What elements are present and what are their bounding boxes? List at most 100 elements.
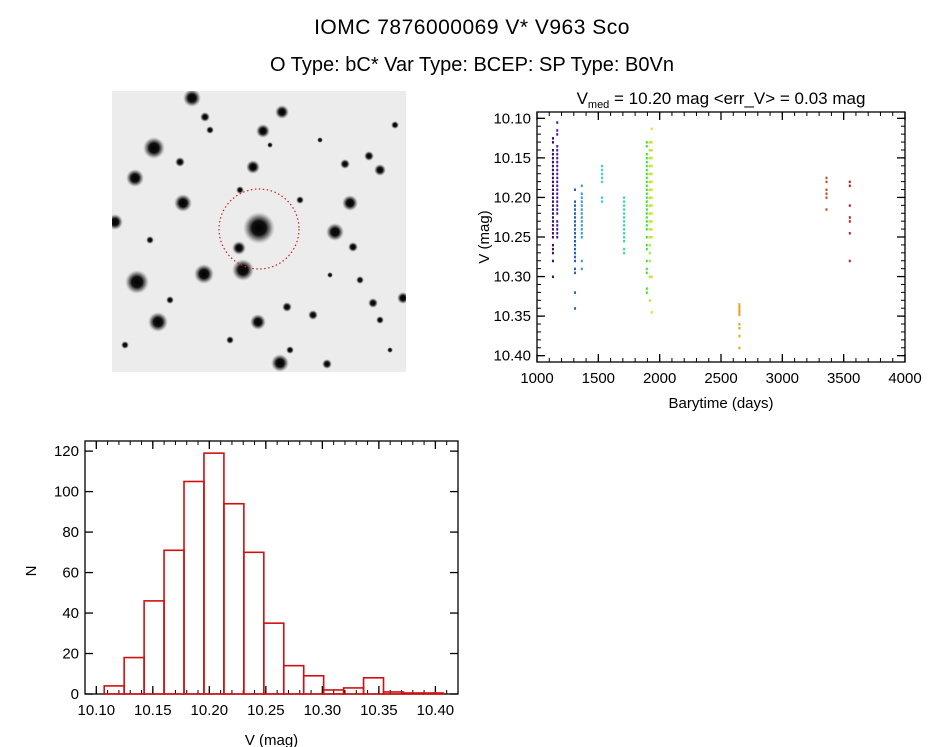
data-point <box>580 196 583 199</box>
data-point <box>556 200 559 203</box>
data-point <box>580 267 583 271</box>
data-point <box>601 196 604 199</box>
data-point <box>551 168 554 172</box>
star <box>326 223 344 241</box>
star <box>397 292 406 304</box>
y-tick-label: 120 <box>54 443 79 460</box>
data-series <box>580 184 583 271</box>
y-tick-label: 20 <box>62 646 79 663</box>
histogram-plot: 10.10 10.15 10.20 10.25 10.30 10.35 10.40 0 20 40… <box>23 440 459 747</box>
data-point <box>648 243 651 247</box>
object-types-subtitle: O Type: bC* Var Type: BCEP: SP Type: B0V… <box>270 54 674 76</box>
data-point <box>645 180 648 184</box>
histogram-bar <box>243 551 265 695</box>
histogram-bar <box>422 692 445 695</box>
data-point <box>551 204 554 207</box>
star <box>364 151 374 161</box>
data-point <box>551 243 554 247</box>
y-tick-label: 100 <box>54 484 79 501</box>
data-point <box>623 236 626 239</box>
star <box>387 347 393 353</box>
data-point <box>601 176 604 180</box>
star <box>317 137 323 143</box>
data-point <box>648 212 651 215</box>
data-point <box>551 275 554 279</box>
data-series <box>556 121 559 239</box>
data-point <box>645 172 648 176</box>
data-point <box>574 228 577 231</box>
x-tick-label: 10.35 <box>360 702 398 719</box>
data-series <box>648 141 651 302</box>
data-point <box>848 216 851 219</box>
data-point <box>848 180 851 184</box>
data-point <box>580 204 583 207</box>
data-point <box>556 184 559 188</box>
data-point <box>574 224 577 227</box>
x-tick-label: 10.40 <box>417 702 455 719</box>
data-point <box>556 145 559 148</box>
x-tick-label: 2500 <box>704 370 737 387</box>
data-point <box>574 236 577 239</box>
data-point <box>551 192 554 195</box>
data-point <box>580 208 583 211</box>
star <box>376 316 384 324</box>
star <box>166 296 174 304</box>
data-point <box>574 267 577 271</box>
data-point <box>738 334 741 338</box>
data-point <box>648 259 651 263</box>
y-axis-label: N <box>23 566 40 577</box>
star <box>327 272 333 278</box>
star-field <box>112 91 406 372</box>
data-point <box>556 129 559 132</box>
data-point <box>648 180 651 184</box>
star <box>125 270 149 294</box>
data-point <box>645 192 648 195</box>
data-point <box>551 152 554 156</box>
data-point <box>551 156 554 160</box>
data-point <box>601 180 604 184</box>
data-point <box>580 184 583 188</box>
data-point <box>601 172 604 176</box>
histogram-bar <box>223 502 245 695</box>
star <box>308 310 318 320</box>
data-point <box>556 220 559 223</box>
data-point <box>580 236 583 239</box>
data-point <box>623 216 626 219</box>
x-tick-label: 1500 <box>582 370 615 387</box>
data-point <box>650 172 653 176</box>
data-point <box>848 220 851 223</box>
data-point <box>580 224 583 227</box>
data-point <box>738 326 741 330</box>
data-point <box>556 232 559 235</box>
star <box>194 264 214 284</box>
data-point <box>551 164 554 168</box>
data-point <box>556 236 559 239</box>
data-series <box>551 137 554 279</box>
y-tick-label: 10.20 <box>493 189 531 206</box>
data-point <box>645 156 648 160</box>
data-point <box>551 141 554 144</box>
star <box>200 112 210 122</box>
data-point <box>580 216 583 219</box>
histogram-bar <box>123 656 145 695</box>
star <box>126 169 144 187</box>
data-point <box>556 164 559 168</box>
data-point <box>738 346 741 350</box>
data-point <box>648 196 651 199</box>
data-point <box>551 172 554 176</box>
data-point <box>648 299 651 302</box>
data-point <box>645 212 648 215</box>
data-point <box>650 127 653 131</box>
y-tick-label: 60 <box>62 565 79 582</box>
data-point <box>650 180 653 184</box>
data-point <box>645 228 648 231</box>
data-point <box>825 208 828 211</box>
star <box>226 336 234 344</box>
data-point <box>648 172 651 176</box>
data-point <box>556 228 559 231</box>
data-point <box>574 251 577 255</box>
data-point <box>551 184 554 188</box>
histogram-bar <box>282 664 305 695</box>
data-point <box>848 259 851 263</box>
data-point <box>738 323 741 326</box>
